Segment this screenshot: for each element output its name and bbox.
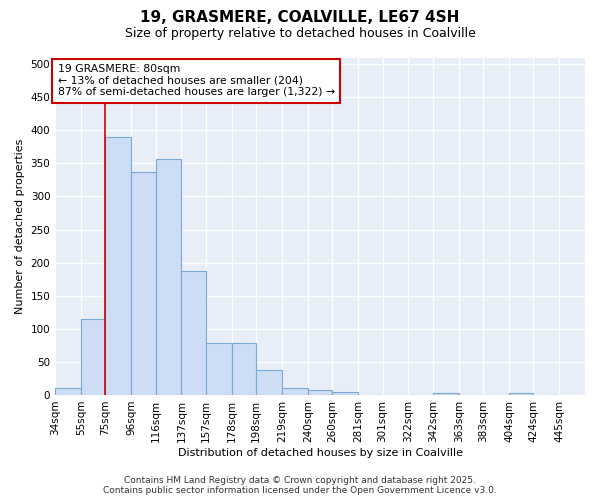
Bar: [106, 137, 131, 395]
Bar: [256, 370, 282, 395]
X-axis label: Distribution of detached houses by size in Coalville: Distribution of detached houses by size …: [178, 448, 463, 458]
Bar: [81, 319, 106, 395]
Bar: [55, 388, 81, 395]
Text: 19 GRASMERE: 80sqm
← 13% of detached houses are smaller (204)
87% of semi-detach: 19 GRASMERE: 80sqm ← 13% of detached hou…: [58, 64, 335, 98]
Bar: [206, 344, 232, 395]
Text: Contains HM Land Registry data © Crown copyright and database right 2025.
Contai: Contains HM Land Registry data © Crown c…: [103, 476, 497, 495]
Bar: [308, 390, 332, 395]
Y-axis label: Number of detached properties: Number of detached properties: [15, 138, 25, 314]
Bar: [181, 271, 206, 395]
Bar: [282, 388, 308, 395]
Bar: [332, 392, 358, 395]
Text: Size of property relative to detached houses in Coalville: Size of property relative to detached ho…: [125, 28, 475, 40]
Bar: [232, 344, 256, 395]
Bar: [131, 172, 156, 395]
Bar: [433, 393, 458, 395]
Bar: [156, 158, 181, 395]
Text: 19, GRASMERE, COALVILLE, LE67 4SH: 19, GRASMERE, COALVILLE, LE67 4SH: [140, 10, 460, 25]
Bar: [509, 393, 533, 395]
